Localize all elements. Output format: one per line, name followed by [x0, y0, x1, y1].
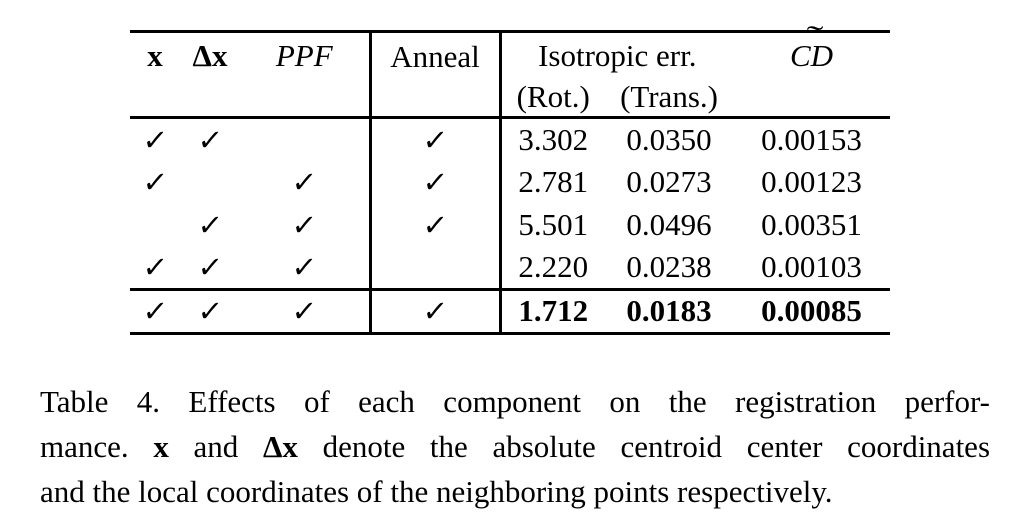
header-ppf: PPF	[275, 37, 333, 73]
checkmark: ✓	[141, 122, 170, 157]
header-isotropic-err: Isotropic err.	[498, 31, 734, 79]
value-cell-trans: 0.0496	[626, 206, 712, 242]
table-body: ✓ ✓ ✓ 3.302 0.0350 0.00153 ✓ ✓ ✓ 2.781 0…	[130, 117, 891, 334]
checkmark: ✓	[141, 294, 170, 329]
checkmark: ✓	[421, 207, 450, 242]
check-cell-anneal: ✓	[368, 288, 500, 334]
checkmark: ✓	[290, 207, 319, 242]
header-x: x	[147, 37, 163, 73]
caption-x-symbol: x	[153, 429, 169, 464]
checkmark: ✓	[421, 164, 450, 199]
checkmark: ✓	[141, 164, 170, 199]
check-cell-dx: ✓	[180, 247, 240, 290]
check-cell-dx: ✓	[180, 118, 240, 161]
check-cell-anneal: ✓	[368, 117, 500, 161]
checkmark: ✓	[196, 250, 225, 285]
checkmark: ✓	[421, 294, 450, 329]
value-cell-rot: 3.302	[498, 117, 605, 161]
check-cell-x: ✓	[130, 118, 180, 161]
caption-text: mance.	[40, 429, 154, 464]
header-anneal: Anneal	[368, 31, 500, 119]
check-cell-dx	[180, 161, 240, 204]
value-cell-trans: 0.0350	[626, 121, 712, 157]
value-cell-rot: 2.220	[498, 246, 605, 290]
check-cell-ppf	[240, 118, 370, 161]
table-header: x Δx PPF Anneal Isotropic err. ˜ CD (Rot.…	[130, 20, 891, 119]
value-cell-cd: 0.00123	[761, 163, 862, 199]
value-cell-rot: 2.781	[498, 160, 605, 204]
header-trans: (Trans.)	[605, 78, 734, 119]
checkmark: ✓	[290, 294, 319, 329]
header-cd: ˜ CD	[733, 20, 890, 79]
value-cell-cd: 0.00103	[761, 249, 862, 285]
caption-line-3: and the local coordinates of the neighbo…	[40, 474, 833, 509]
value-cell-rot: 5.501	[498, 203, 605, 247]
caption-line-1: Table 4. Effects of each component on th…	[40, 384, 990, 419]
check-cell-x: ✓	[130, 247, 180, 290]
tilde-accent: ˜	[806, 19, 824, 53]
header-row-1: x Δx PPF Anneal Isotropic err. ˜ CD	[130, 20, 890, 119]
check-cell-x	[130, 204, 180, 247]
table-caption: Table 4. Effects of each component on th…	[40, 379, 990, 514]
value-cell-cd: 0.00351	[761, 206, 862, 242]
value-cell-trans: 0.0238	[626, 249, 712, 285]
checkmark: ✓	[196, 294, 225, 329]
check-cell-ppf: ✓	[240, 204, 370, 247]
checkmark: ✓	[290, 164, 319, 199]
caption-text: denote the absolute centroid center coor…	[297, 429, 991, 464]
caption-line-2: mance. x and Δx denote the absolute cent…	[40, 424, 990, 469]
checkmark: ✓	[421, 122, 450, 157]
table-row: ✓ ✓ ✓ 5.501 0.0496 0.00351	[130, 203, 890, 247]
header-delta-x: Δx	[192, 37, 228, 73]
check-cell-anneal	[368, 246, 500, 290]
check-cell-ppf: ✓	[240, 247, 370, 290]
check-cell-dx: ✓	[180, 204, 240, 247]
check-cell-anneal: ✓	[368, 160, 500, 204]
table-row-best: ✓ ✓ ✓ ✓ 1.712 0.0183 0.00085	[130, 288, 891, 334]
header-rot: (Rot.)	[498, 78, 605, 119]
caption-delta-x-symbol: Δx	[262, 429, 298, 464]
table-row: ✓ ✓ ✓ 3.302 0.0350 0.00153	[130, 117, 890, 161]
table-row: ✓ ✓ ✓ 2.220 0.0238 0.00103	[130, 246, 890, 290]
check-cell-x: ✓	[130, 161, 180, 204]
check-cell-x: ✓	[130, 288, 180, 334]
value-cell-trans: 0.0273	[626, 163, 712, 199]
checkmark: ✓	[290, 250, 319, 285]
cd-letters: CD	[789, 37, 834, 73]
caption-text: and	[168, 429, 263, 464]
header-row-2: (Rot.) (Trans.)	[130, 78, 891, 119]
check-cell-ppf: ✓	[240, 288, 370, 334]
ablation-table: x Δx PPF Anneal Isotropic err. ˜ CD (Rot.…	[130, 20, 891, 335]
value-cell-cd: 0.00153	[761, 121, 862, 157]
checkmark: ✓	[196, 122, 225, 157]
header-empty-right	[733, 78, 891, 119]
cd-symbol: ˜ CD	[789, 20, 834, 73]
check-cell-anneal: ✓	[368, 203, 500, 247]
value-cell-rot: 1.712	[498, 288, 605, 334]
header-empty-left	[130, 78, 370, 119]
check-cell-ppf: ✓	[240, 161, 370, 204]
check-cell-dx: ✓	[180, 288, 240, 334]
checkmark: ✓	[141, 250, 170, 285]
value-cell-cd: 0.00085	[733, 288, 891, 334]
value-cell-trans: 0.0183	[605, 288, 734, 334]
checkmark: ✓	[196, 207, 225, 242]
table-row: ✓ ✓ ✓ 2.781 0.0273 0.00123	[130, 160, 890, 204]
